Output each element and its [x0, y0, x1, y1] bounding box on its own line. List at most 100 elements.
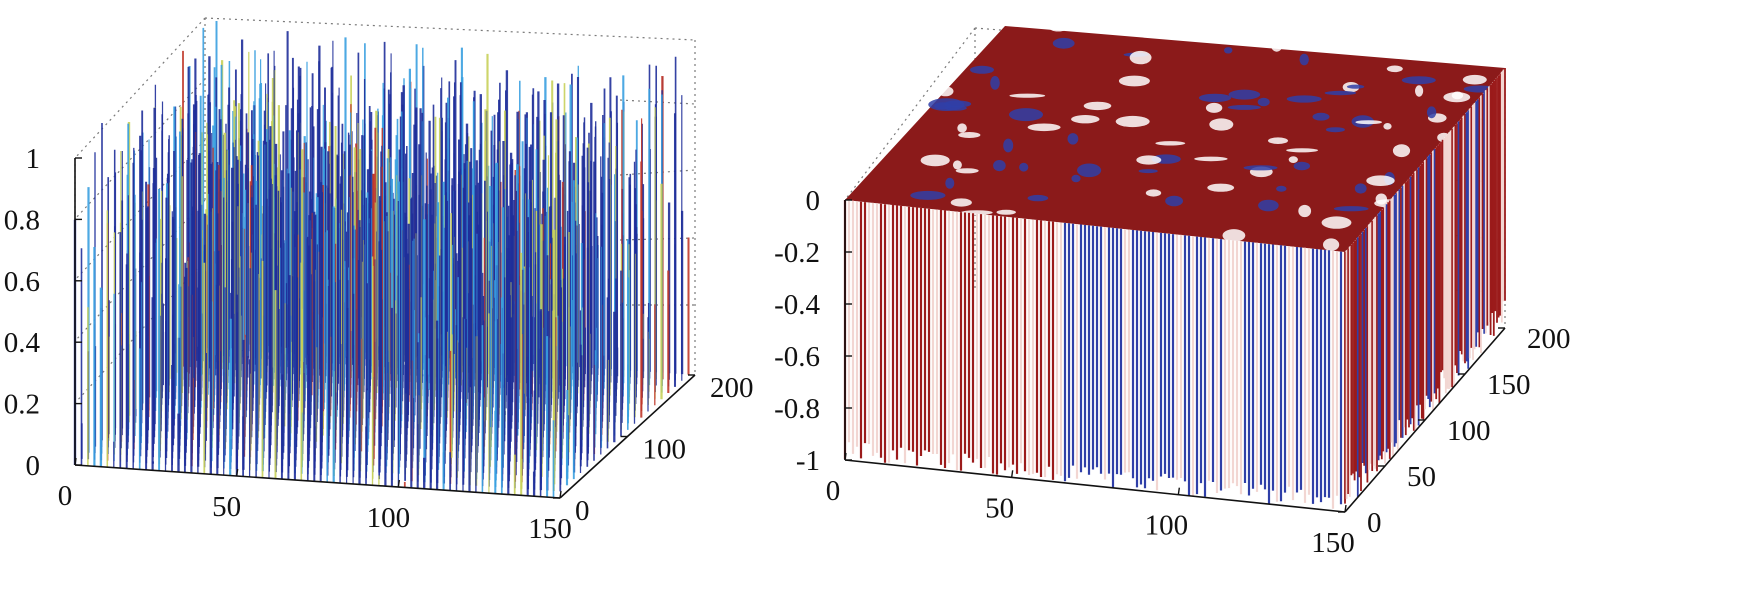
x-tick-label: 100: [367, 502, 411, 534]
surface-hole: [1115, 115, 1150, 128]
y-tick-label: 0: [575, 495, 590, 527]
surface-top-plateau: [845, 26, 1505, 252]
y-tick-label: 200: [1527, 323, 1571, 355]
surface-hole: [1019, 162, 1029, 172]
y-tick-label: 150: [1487, 369, 1531, 401]
x-tick-label: 0: [826, 475, 841, 507]
surface-hole: [1392, 144, 1411, 158]
surface-hole: [1083, 101, 1112, 111]
surface-hole: [1027, 123, 1061, 132]
x-tick-mark: [1177, 487, 1181, 495]
surface-hole: [1321, 216, 1352, 229]
surface-hole: [1270, 37, 1283, 52]
x-tick-mark: [559, 490, 562, 499]
surface-hole: [1224, 47, 1233, 54]
x-tick-mark: [397, 479, 401, 488]
surface-hole: [990, 76, 1000, 90]
surface-hole: [1323, 238, 1340, 251]
z-tick-label: 0.8: [4, 204, 40, 236]
surface-hole: [1129, 50, 1152, 65]
z-tick-label: 1: [26, 143, 41, 175]
surface-right-bars: [843, 20, 1506, 509]
z-tick-label: -1: [796, 445, 820, 477]
surface-hole: [970, 65, 994, 74]
surface-hole: [1067, 133, 1079, 145]
y-tick-label: 50: [1407, 461, 1436, 493]
z-tick-label: -0.4: [774, 289, 820, 321]
surface-hole: [1205, 102, 1223, 113]
surface-hole: [996, 209, 1016, 215]
surface-hole: [1227, 104, 1261, 110]
surface-hole: [1325, 127, 1345, 133]
surface-hole: [993, 160, 1006, 172]
surface-hole: [1222, 229, 1246, 242]
surface-hole: [1155, 141, 1186, 146]
surface-hole: [957, 123, 967, 133]
z-tick-label: 0.2: [4, 389, 40, 421]
surface-hole: [1009, 108, 1043, 122]
x-tick-label: 150: [1311, 527, 1355, 559]
surface-hole: [1027, 194, 1049, 202]
x-tick-label: 0: [58, 480, 73, 512]
surface-hole: [958, 132, 981, 138]
surface-hole: [1286, 95, 1322, 103]
surface-hole: [1243, 165, 1278, 171]
surface-hole: [1426, 106, 1437, 119]
surface-hole: [1071, 115, 1100, 124]
surface-hole: [920, 154, 950, 167]
z-tick-label: 0: [806, 185, 821, 217]
surface-hole: [1047, 20, 1069, 32]
y-tick-label: 0: [1367, 507, 1382, 539]
surface-hole: [1009, 93, 1046, 98]
surface-left-bars: [73, 21, 690, 498]
y-tick-label: 100: [1447, 415, 1491, 447]
surface-hole: [1354, 183, 1367, 194]
surface-hole: [1375, 193, 1388, 205]
surface-hole: [955, 168, 979, 174]
surface-hole: [1298, 204, 1312, 218]
surface-hole: [1312, 112, 1330, 121]
z-tick-label: 0.6: [4, 266, 40, 298]
z-tick-label: -0.6: [774, 341, 820, 373]
surface-hole: [1207, 183, 1235, 192]
surface-hole: [1228, 89, 1261, 100]
surface-hole: [1462, 74, 1487, 85]
surface-hole: [1383, 123, 1392, 130]
surface-hole: [1451, 91, 1464, 100]
surface-hole: [1268, 137, 1288, 144]
x-tick-mark: [844, 452, 847, 461]
surface-hole: [1077, 163, 1102, 178]
x-tick-label: 50: [212, 491, 241, 523]
z-tick-label: 0.4: [4, 327, 41, 359]
y-tick-label: 100: [643, 434, 687, 466]
surface-hole: [1386, 65, 1403, 73]
surface-hole: [1145, 189, 1162, 197]
surface-hole: [952, 160, 962, 170]
surface-hole: [1194, 156, 1228, 162]
x-tick-label: 150: [528, 513, 572, 545]
surface-hole: [1415, 85, 1424, 97]
surface-hole: [1258, 199, 1279, 212]
surface-hole: [1324, 90, 1357, 96]
surface-hole: [945, 177, 955, 189]
surface-hole: [1286, 148, 1319, 153]
surface-hole: [1276, 185, 1287, 192]
x-tick-label: 50: [985, 492, 1014, 524]
surface-hole: [1401, 76, 1436, 85]
surface-hole: [1136, 155, 1162, 165]
surface-hole: [1333, 206, 1369, 212]
surface-hole: [1346, 84, 1365, 89]
x-tick-label: 100: [1145, 510, 1189, 542]
z-tick-label: -0.2: [774, 237, 820, 269]
surface-hole: [1071, 174, 1081, 183]
surface-hole: [910, 190, 946, 200]
surface-hole: [934, 102, 952, 110]
z-tick-label: -0.8: [774, 393, 820, 425]
surface-hole: [1003, 138, 1014, 153]
y-tick-label: 200: [710, 372, 754, 404]
